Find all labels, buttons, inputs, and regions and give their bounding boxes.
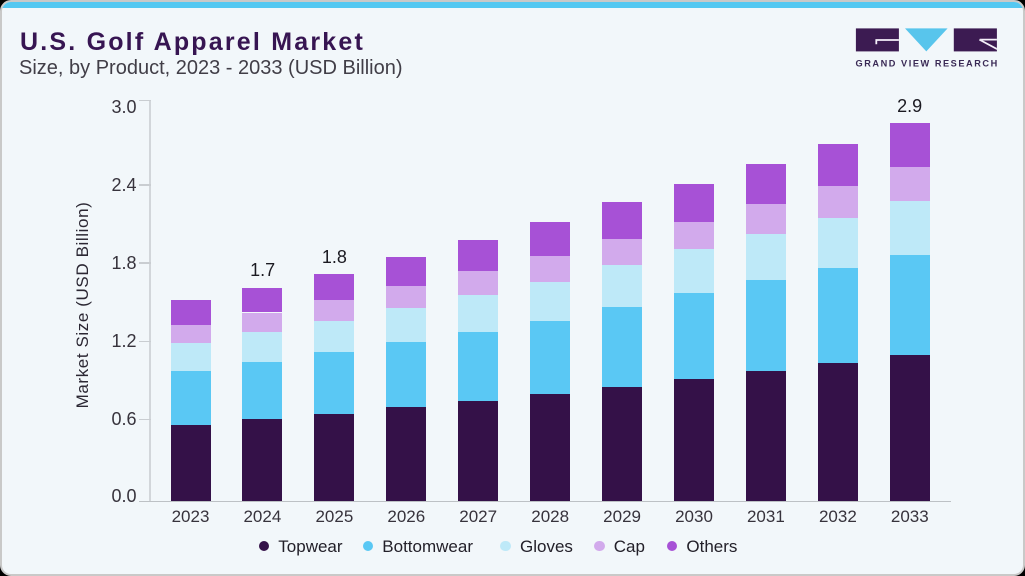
svg-text:GRAND VIEW RESEARCH: GRAND VIEW RESEARCH: [856, 59, 999, 69]
